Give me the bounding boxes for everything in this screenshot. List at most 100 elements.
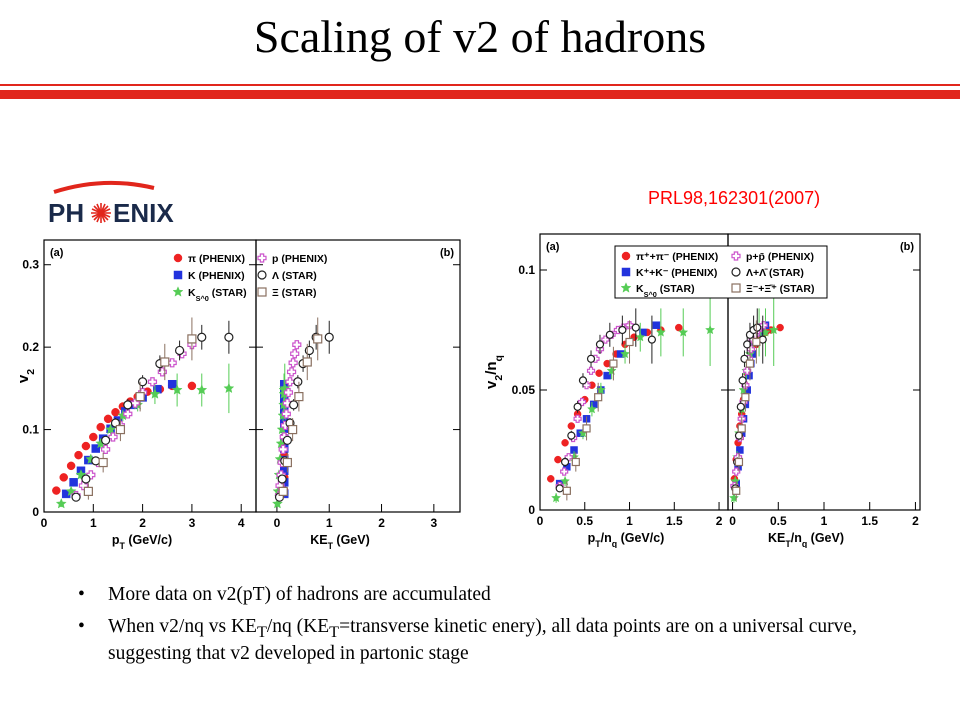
x-tick-label: 0 — [537, 514, 544, 528]
bullet-item: • More data on v2(pT) of hadrons are acc… — [78, 584, 938, 606]
data-point — [577, 397, 587, 407]
data-point — [609, 359, 618, 368]
bullet-dot-icon: • — [78, 584, 85, 605]
x-tick-label: 1 — [626, 514, 633, 528]
data-point — [564, 453, 573, 462]
series-K — [61, 379, 177, 499]
logo-text-enix: ENIX — [113, 198, 174, 228]
legend-marker — [257, 253, 267, 263]
legend-marker — [731, 251, 741, 261]
x-tick-label: 2 — [378, 516, 385, 530]
data-point — [732, 467, 741, 476]
legend-marker — [731, 267, 741, 277]
bullet-text: When v2/nq vs KET/nq (KET=transverse kin… — [108, 616, 857, 664]
data-point — [705, 324, 716, 335]
panel-frame — [255, 239, 461, 513]
data-point — [736, 402, 745, 411]
data-point — [272, 498, 283, 509]
data-point — [149, 388, 161, 399]
data-point — [289, 400, 299, 410]
data-point — [738, 376, 747, 385]
panel-label: (b) — [900, 241, 914, 253]
data-point — [281, 409, 291, 419]
x-tick-label: 0 — [729, 514, 736, 528]
data-point — [293, 377, 303, 387]
bullet-list: • More data on v2(pT) of hadrons are acc… — [78, 584, 938, 675]
data-point — [732, 486, 741, 495]
data-point — [324, 332, 334, 342]
legend-label: p (PHENIX) — [272, 253, 327, 265]
legend-label: Ξ⁻+Ξ̄⁺ (STAR) — [746, 283, 814, 295]
legend-marker — [621, 267, 631, 277]
data-point — [167, 379, 177, 389]
slide-title: Scaling of v2 of hadrons — [253, 11, 707, 62]
series-p — [71, 340, 197, 501]
data-point — [562, 486, 571, 495]
x-axis-label: KET (GeV) — [310, 533, 370, 550]
data-point — [196, 384, 208, 395]
x-axis-label: pT (GeV/c) — [112, 533, 172, 550]
data-point — [675, 323, 683, 332]
bullet-item: • When v2/nq vs KET/nq (KET=transverse k… — [78, 616, 938, 665]
x-tick-label: 2 — [139, 516, 146, 530]
x-tick-label: 1 — [90, 516, 97, 530]
legend-label: π⁺+π⁻ (PHENIX) — [636, 251, 718, 263]
data-point — [96, 422, 105, 432]
legend-marker — [621, 251, 631, 261]
legend-marker — [173, 270, 183, 280]
data-point — [595, 384, 606, 395]
data-point — [282, 457, 292, 468]
x-tick-label: 1 — [821, 514, 828, 528]
data-point — [586, 366, 596, 375]
panel-label: (a) — [546, 241, 560, 253]
legend-marker — [257, 270, 267, 280]
data-point — [74, 450, 83, 460]
x-tick-label: 0 — [274, 516, 281, 530]
data-point — [560, 457, 570, 467]
series-Xi — [278, 317, 323, 500]
data-point — [111, 408, 120, 417]
data-point — [759, 321, 768, 330]
x-tick-label: 0 — [41, 516, 48, 530]
data-point — [573, 414, 582, 423]
data-point — [595, 340, 605, 349]
data-point — [618, 325, 627, 335]
y-tick-label: 0.1 — [22, 423, 39, 437]
data-point — [635, 331, 646, 342]
x-tick-label: 2 — [912, 514, 919, 528]
data-point — [752, 337, 761, 347]
data-point — [768, 324, 779, 335]
data-point — [282, 435, 292, 445]
data-point — [655, 327, 666, 337]
y-tick-label: 0.05 — [512, 383, 536, 397]
data-point — [277, 474, 287, 484]
legend: π⁺+π⁻ (PHENIX) K⁺+K⁻ (PHENIX) KS^0 (STAR) p… — [614, 245, 828, 299]
legend-label: K (PHENIX) — [188, 270, 245, 282]
bullet-text: More data on v2(pT) of hadrons are accum… — [108, 584, 491, 605]
data-point — [302, 357, 312, 367]
data-point — [123, 409, 133, 419]
series-Xi — [562, 320, 634, 501]
data-point — [101, 444, 111, 454]
logo-text-ph: PH — [48, 198, 84, 228]
data-point — [631, 323, 640, 332]
legend-marker — [620, 282, 632, 293]
data-point — [71, 492, 81, 502]
data-point — [223, 382, 235, 394]
data-point — [594, 393, 603, 402]
data-point — [567, 431, 576, 440]
data-point — [69, 478, 78, 487]
data-point — [108, 432, 118, 442]
data-point — [81, 441, 91, 451]
phenix-logo: PH ENIX — [48, 180, 174, 228]
data-point — [620, 348, 630, 359]
data-point — [582, 424, 591, 433]
x-tick-label: 3 — [189, 516, 196, 530]
data-point — [174, 345, 185, 356]
data-point — [561, 439, 569, 447]
data-point — [103, 414, 113, 424]
legend-label: K⁺+K⁻ (PHENIX) — [636, 267, 717, 279]
data-point — [551, 492, 562, 503]
data-point — [288, 358, 298, 368]
data-point — [197, 332, 207, 342]
